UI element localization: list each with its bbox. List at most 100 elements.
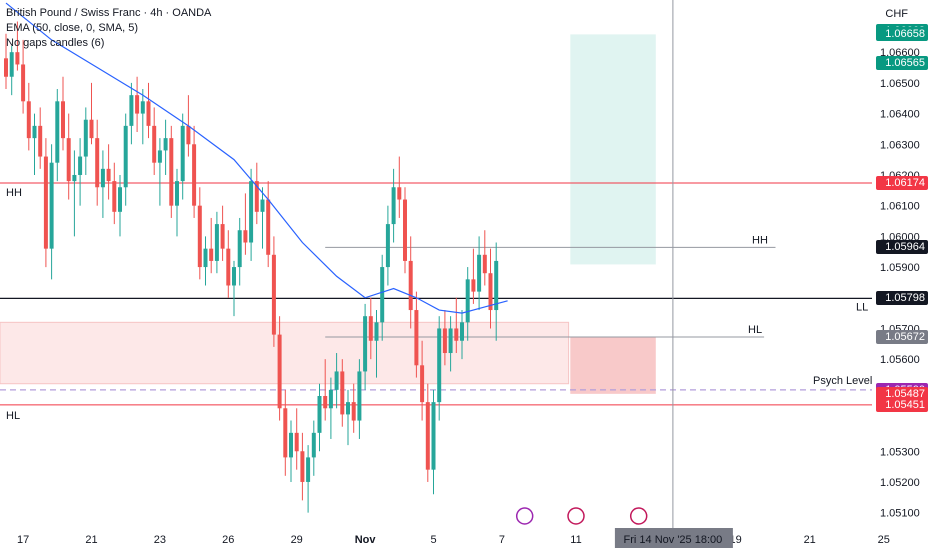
candle-body [175, 181, 179, 206]
candle-body [83, 119, 88, 157]
price-tag: 1.05672 [876, 330, 928, 345]
y-tick-label: 1.06500 [880, 78, 920, 90]
candle-body [442, 328, 447, 354]
candle-body [21, 64, 26, 102]
candle-body [4, 58, 8, 77]
x-tick-label: 7 [499, 534, 505, 546]
y-tick-label: 1.06100 [880, 201, 920, 213]
candle-body [192, 144, 197, 206]
x-tick-label: 21 [804, 534, 816, 546]
candle-body [397, 187, 402, 200]
candle-body [232, 267, 236, 286]
candle-body [488, 273, 493, 311]
price-tag: 1.05487 [876, 386, 928, 401]
candle-body [55, 101, 60, 163]
x-tick-label: 17 [17, 534, 29, 546]
candle-body [157, 150, 162, 163]
candle-body [471, 279, 476, 292]
candle-body [152, 125, 157, 163]
candle-body [220, 224, 225, 249]
x-tick-label: Nov [355, 534, 377, 546]
candle-body [494, 260, 499, 311]
candle-body [420, 365, 425, 403]
candle-body [283, 408, 288, 458]
candle-body [123, 125, 128, 188]
candle-body [106, 168, 111, 182]
candle-body [146, 101, 151, 126]
candle-body [26, 101, 31, 139]
y-tick-label: 1.06400 [880, 109, 920, 121]
candle-body [66, 138, 71, 182]
candle-body [140, 101, 145, 114]
candle-body [38, 125, 43, 157]
x-tick-label: 21 [85, 534, 97, 546]
candle-body [311, 432, 316, 458]
candle-body [100, 168, 105, 188]
candle-body [357, 371, 362, 421]
candle-body [61, 101, 65, 139]
candle-body [346, 402, 350, 415]
y-tick-label: 1.05900 [880, 262, 920, 274]
candle-body [277, 334, 282, 409]
crosshair-date-box [614, 528, 733, 548]
y-tick-label: 1.05200 [880, 477, 920, 489]
candle-body [425, 402, 430, 470]
x-tick-label: 5 [430, 534, 436, 546]
candle-body [89, 119, 94, 139]
event-icon [629, 507, 648, 525]
candle-body [448, 328, 453, 354]
candle-body [226, 248, 231, 286]
x-tick-label: 23 [154, 534, 166, 546]
candle-body [266, 199, 271, 255]
candle-body [363, 316, 368, 372]
candle-body [203, 248, 208, 268]
hh-left-label: HH [6, 187, 22, 199]
price-tag: 1.05964 [876, 240, 928, 255]
candle-body [214, 224, 219, 261]
candle-body [385, 224, 390, 268]
candle-body [49, 162, 54, 249]
candle-body [317, 396, 322, 433]
candle-body [408, 260, 413, 311]
no-gaps-label: No gaps candles (6) [6, 37, 105, 49]
y-tick-label: 1.05300 [880, 446, 920, 458]
candle-body [209, 248, 214, 261]
y-tick-label: 1.05100 [880, 508, 920, 520]
target-zone [570, 34, 656, 265]
candle-body [249, 181, 254, 243]
candle-body [477, 254, 482, 292]
x-tick-label: 25 [878, 534, 890, 546]
y-tick-label: 1.05600 [880, 354, 920, 366]
candle-body [186, 125, 191, 145]
candle-body [237, 230, 242, 268]
candle-body [300, 451, 305, 482]
candle-body [180, 125, 185, 182]
candle-body [437, 328, 442, 403]
x-tick-label: 29 [291, 534, 303, 546]
psych-level-label: Psych Level [813, 375, 872, 387]
candle-body [163, 138, 168, 151]
event-icon [567, 507, 585, 525]
candle-body [78, 156, 83, 175]
candle-body [351, 402, 356, 421]
event-icon [515, 507, 534, 525]
candle-body [112, 181, 117, 212]
candle-body [118, 187, 122, 212]
price-tag: 1.05451 [876, 397, 928, 412]
hh-right-label: HH [752, 234, 768, 246]
chart-legend: British Pound / Swiss Franc · 4h · OANDA… [6, 6, 211, 51]
price-tag: 1.06565 [876, 55, 928, 70]
candle-body [380, 267, 385, 323]
candle-body [72, 174, 77, 182]
candle-body [431, 402, 436, 470]
candle-body [454, 328, 459, 341]
ema-indicator-label: EMA (50, close, 0, SMA, 5) [6, 22, 139, 34]
candle-body [391, 187, 396, 225]
candle-body [169, 138, 174, 206]
candle-body [368, 316, 373, 341]
candle-body [254, 181, 259, 212]
crosshair-date-label: Fri 14 Nov '25 18:00 [624, 534, 723, 546]
candle-body [243, 230, 248, 243]
candle-body [43, 156, 48, 249]
